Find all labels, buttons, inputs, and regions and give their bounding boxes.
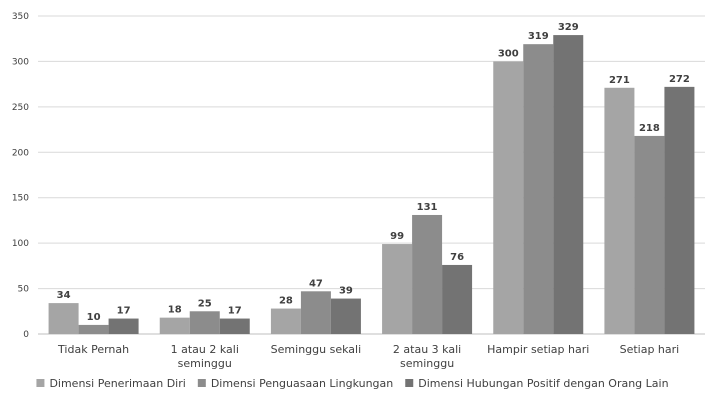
bar [442,264,473,334]
data-label: 18 [168,305,182,316]
data-label: 272 [669,74,690,85]
bar [159,317,190,334]
x-axis-category-labels: Tidak Pernah 1 atau 2 kalisemingguSemingg… [57,343,679,370]
legend-label: Dimensi Penguasaan Lingkungan [211,377,393,390]
y-tick-label: 50 [18,285,30,295]
legend-swatch [36,379,45,387]
data-label: 329 [558,22,579,33]
bar [300,291,331,334]
legend-swatch [405,379,414,387]
gridlines [38,15,705,335]
bar [604,87,635,334]
y-tick-label: 0 [23,330,29,340]
data-label: 17 [228,306,242,317]
bar [553,35,584,334]
legend: Dimensi Penerimaan Diri Dimensi Penguasaa… [36,377,669,390]
bar [219,318,250,334]
legend-label: Dimensi Penerimaan Diri [49,377,185,390]
category-label: seminggu [178,357,232,370]
category-label: seminggu [400,357,454,370]
data-label: 17 [117,306,131,317]
data-label: 300 [498,48,519,59]
bar [78,324,109,334]
category-label: Hampir setiap hari [487,343,589,356]
data-label: 319 [528,31,549,42]
y-tick-label: 150 [12,194,29,204]
bar [634,135,665,334]
category-label: 1 atau 2 kali [171,343,239,356]
bar [412,214,443,334]
data-label: 76 [450,252,464,263]
data-label: 28 [279,296,293,307]
legend-label: Dimensi Hubungan Positif dengan Orang La… [418,377,668,390]
y-tick-label: 250 [12,103,29,113]
data-label: 10 [87,312,101,323]
y-tick-label: 350 [12,12,29,22]
bar [382,244,413,334]
bar [48,303,79,334]
bar [523,44,554,335]
data-labels: 34 10 17 18 25 17 28 47 39 99 131 76 300 319 329 271 218… [57,22,690,323]
data-label: 99 [390,231,404,242]
category-label: Seminggu sekali [271,343,361,356]
y-tick-label: 300 [12,57,29,67]
bar [664,86,695,335]
data-label: 34 [57,290,71,301]
category-label: Tidak Pernah [57,343,129,356]
bars [48,35,695,335]
category-label: Setiap hari [620,343,680,356]
legend-swatch [197,379,206,387]
y-axis-tick-labels: 0 50 100 150 200 250 300 350 [12,12,29,340]
data-label: 218 [639,123,660,134]
bar [493,61,524,335]
data-label: 131 [417,202,438,213]
data-label: 39 [339,286,353,297]
data-label: 271 [609,75,630,86]
bar [189,311,220,334]
bar [108,318,139,334]
data-label: 47 [309,278,323,289]
bar [330,298,361,334]
y-tick-label: 100 [12,239,29,249]
category-label: 2 atau 3 kali [393,343,461,356]
bar [270,308,301,334]
y-tick-label: 200 [12,148,29,158]
data-label: 25 [198,298,212,309]
